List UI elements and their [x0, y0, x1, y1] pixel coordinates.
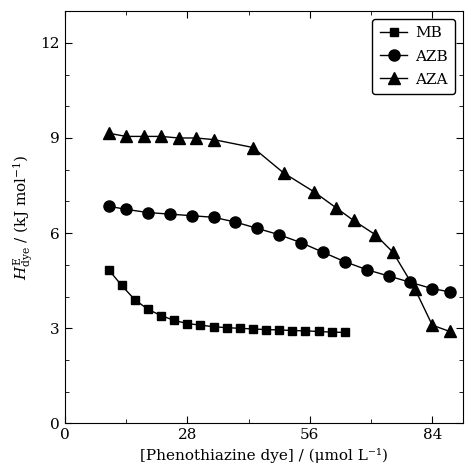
MB	[132, 297, 137, 302]
Line: MB: MB	[104, 265, 349, 337]
AZB	[233, 219, 238, 225]
MB	[198, 322, 203, 328]
MB	[250, 326, 256, 332]
AZA	[333, 205, 339, 210]
AZA	[123, 134, 129, 139]
AZB	[123, 207, 129, 212]
MB	[145, 306, 151, 312]
MB	[237, 326, 243, 331]
MB	[342, 329, 347, 335]
AZB	[276, 232, 282, 237]
MB	[224, 325, 229, 330]
MB	[263, 327, 269, 332]
AZA	[390, 249, 396, 255]
AZA	[250, 145, 256, 150]
AZB	[211, 214, 217, 220]
AZB	[320, 249, 326, 255]
MB	[290, 328, 295, 333]
AZB	[429, 286, 435, 292]
AZA	[193, 135, 199, 141]
MB	[184, 321, 190, 327]
AZB	[167, 211, 173, 217]
AZA	[412, 286, 418, 292]
AZA	[141, 134, 146, 139]
AZB	[255, 226, 260, 231]
AZA	[211, 137, 217, 142]
MB	[158, 313, 164, 319]
AZB	[447, 289, 453, 295]
AZA	[351, 218, 356, 223]
AZB	[386, 273, 392, 279]
MB	[276, 327, 282, 333]
AZB	[364, 267, 370, 273]
AZA	[311, 189, 317, 195]
AZB	[342, 259, 347, 264]
MB	[119, 283, 125, 288]
AZA	[281, 170, 286, 176]
Legend: MB, AZB, AZA: MB, AZB, AZA	[372, 19, 455, 94]
Line: AZB: AZB	[103, 201, 456, 297]
X-axis label: [Phenothiazine dye] / (μmol L⁻¹): [Phenothiazine dye] / (μmol L⁻¹)	[140, 448, 388, 463]
MB	[106, 267, 111, 273]
MB	[171, 318, 177, 323]
AZB	[408, 280, 413, 285]
AZB	[106, 203, 111, 209]
AZA	[429, 322, 435, 328]
AZB	[189, 213, 194, 219]
AZB	[298, 240, 304, 246]
MB	[302, 328, 308, 334]
AZA	[447, 328, 453, 334]
Y-axis label: $H_{\rm dye}^{\rm E}$ / (kJ mol$^{-1}$): $H_{\rm dye}^{\rm E}$ / (kJ mol$^{-1}$)	[11, 155, 35, 280]
AZB	[145, 210, 151, 215]
MB	[211, 324, 217, 329]
MB	[329, 329, 335, 335]
AZA	[373, 232, 378, 237]
MB	[316, 328, 321, 334]
Line: AZA: AZA	[103, 128, 456, 337]
AZA	[106, 130, 111, 136]
AZA	[176, 135, 182, 141]
AZA	[158, 134, 164, 139]
